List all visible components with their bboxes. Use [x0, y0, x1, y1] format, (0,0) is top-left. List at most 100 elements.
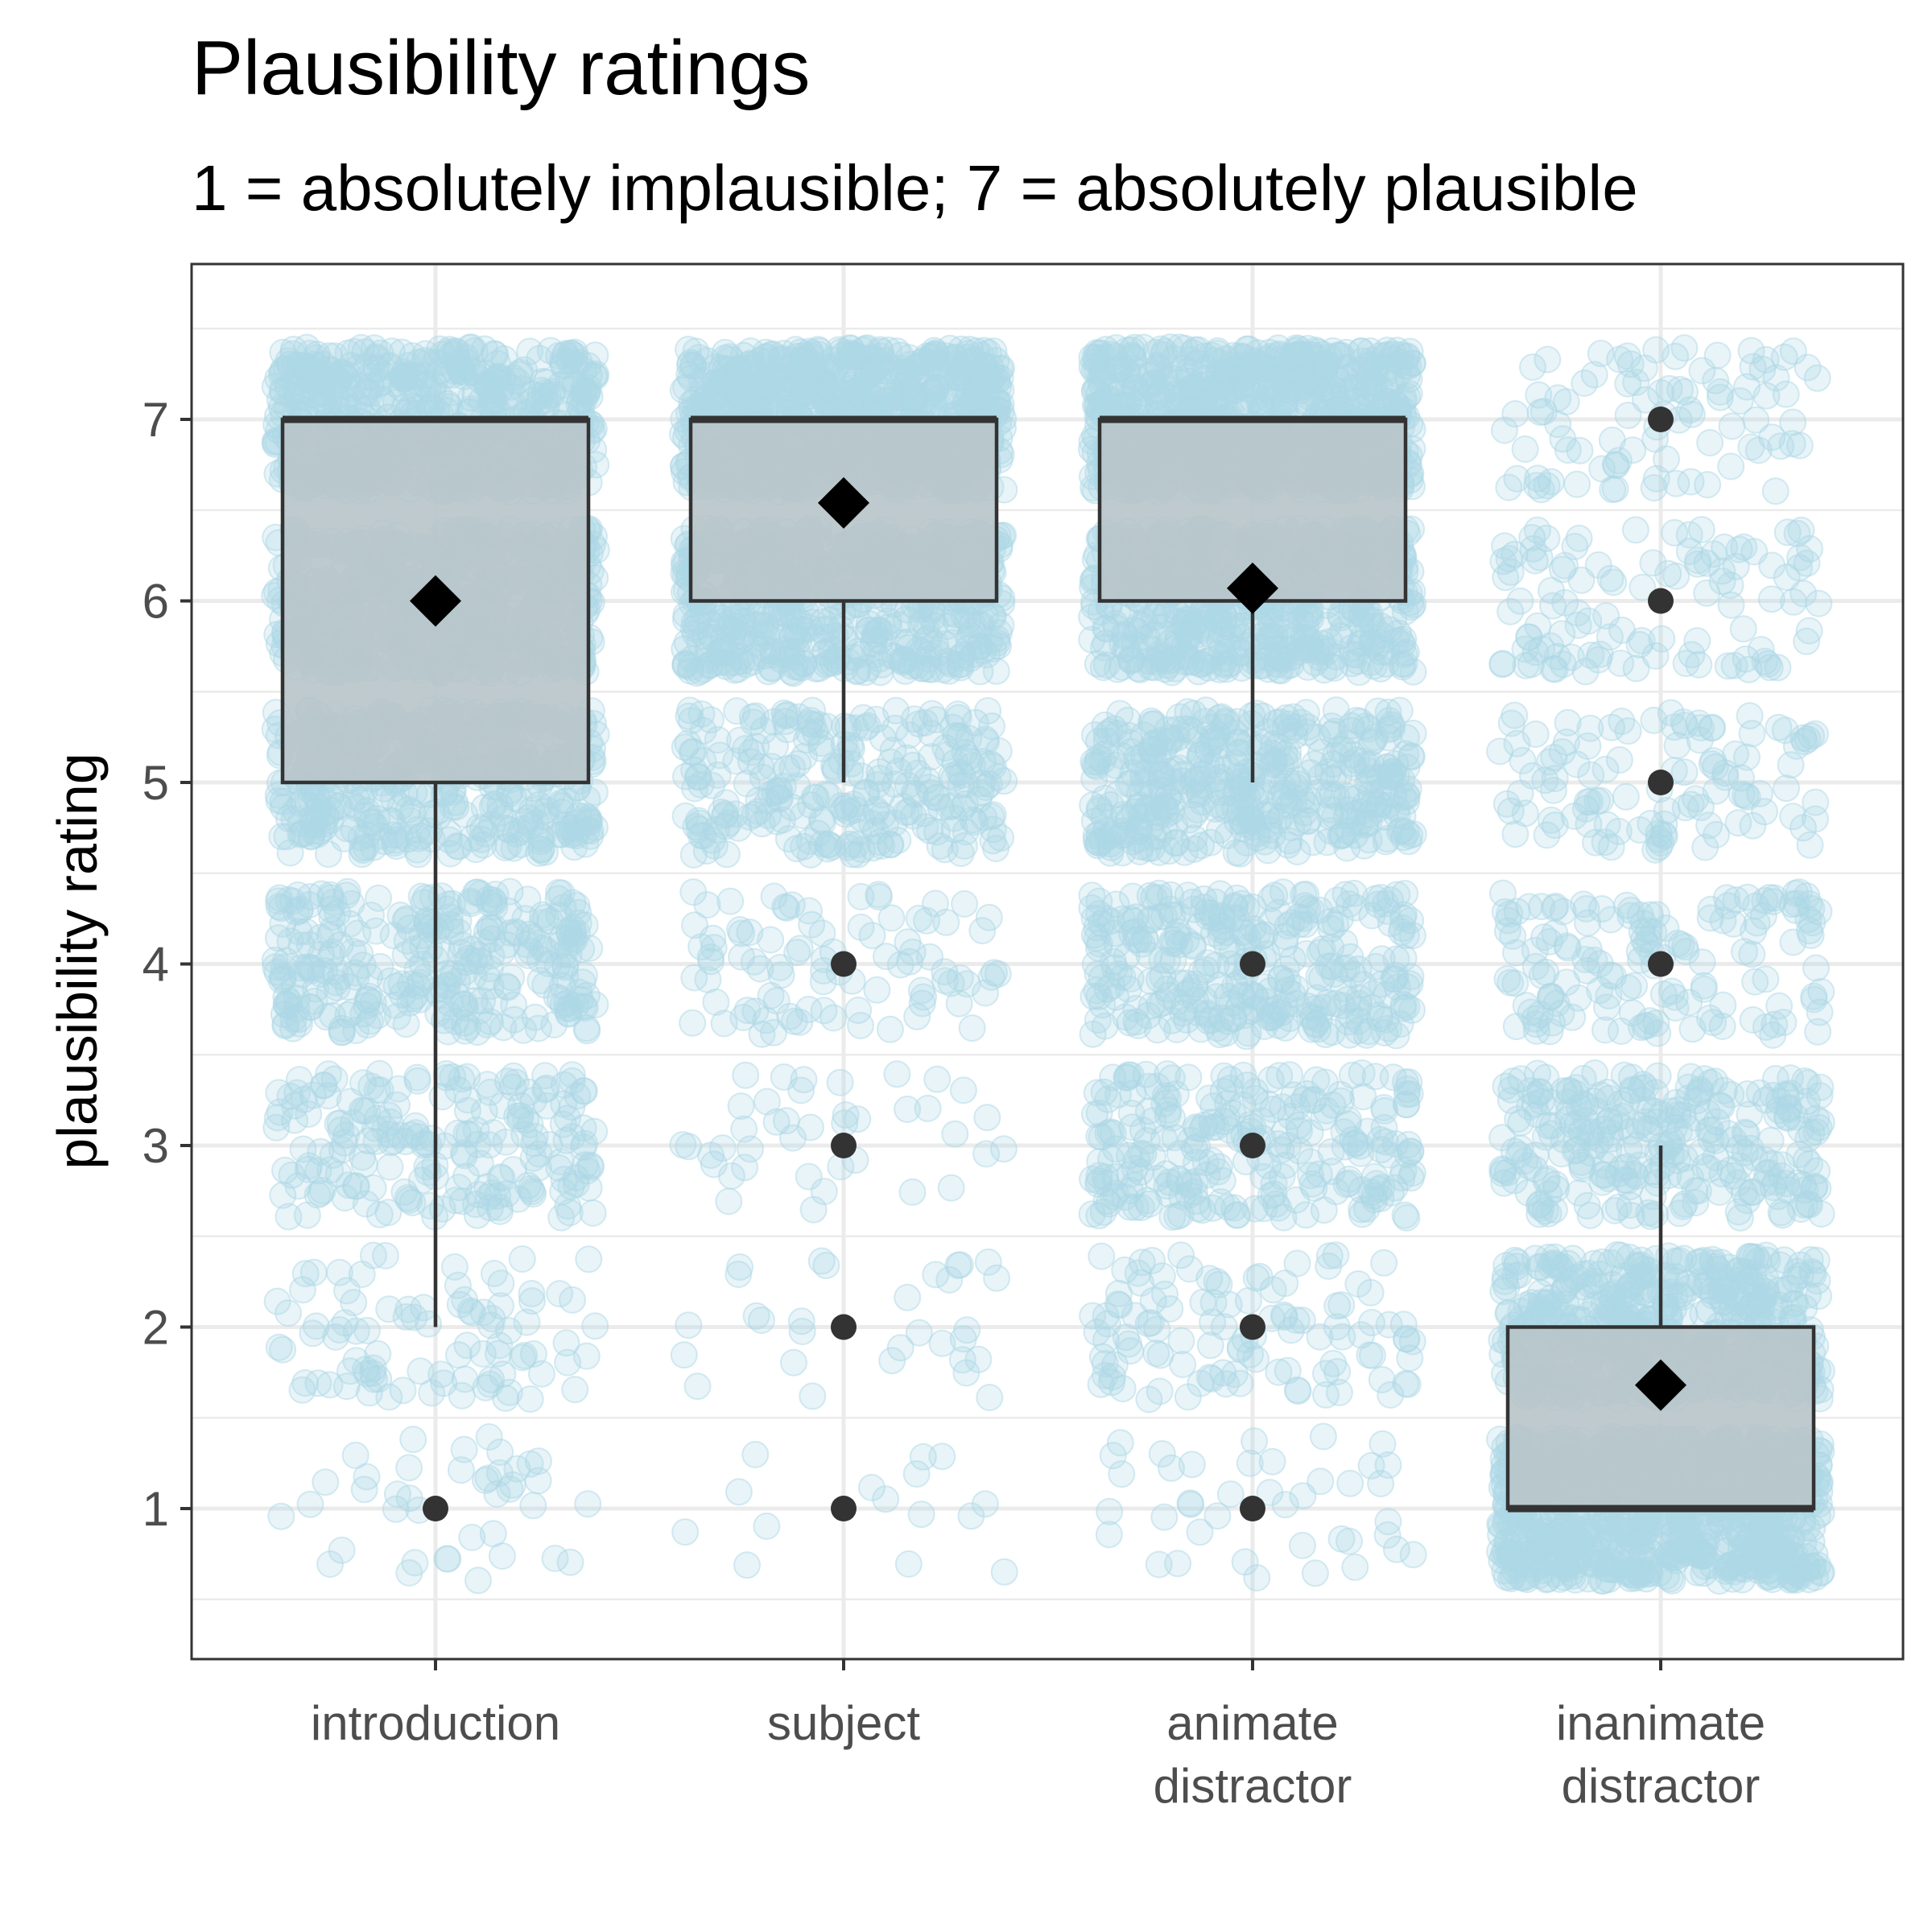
jitter-point: [943, 700, 972, 729]
jitter-point: [365, 1365, 393, 1393]
jitter-point: [376, 967, 404, 995]
jitter-point: [958, 1014, 986, 1042]
jitter-point: [957, 1502, 985, 1530]
jitter-point: [983, 387, 1011, 415]
jitter-point: [1309, 1422, 1337, 1451]
jitter-point: [905, 904, 933, 932]
jitter-point: [670, 1341, 698, 1369]
jitter-point: [1397, 1164, 1425, 1192]
jitter-point: [558, 1061, 586, 1089]
jitter-point: [562, 1170, 590, 1198]
jitter-point: [262, 1113, 291, 1141]
jitter-point: [1257, 1066, 1285, 1094]
jitter-point: [967, 341, 995, 369]
jitter-point: [407, 1357, 435, 1385]
jitter-point: [311, 956, 338, 985]
jitter-point: [1085, 900, 1113, 928]
jitter-point: [976, 627, 1004, 655]
jitter-point: [316, 1550, 345, 1578]
jitter-point: [1200, 766, 1228, 794]
jitter-point: [1146, 1377, 1174, 1406]
jitter-point: [1323, 1358, 1352, 1385]
jitter-point: [275, 1299, 303, 1327]
jitter-point: [764, 392, 792, 420]
jitter-point: [289, 1135, 317, 1163]
jitter-point: [346, 939, 374, 968]
jitter-point: [880, 809, 908, 837]
jitter-point: [1341, 1553, 1369, 1581]
jitter-point: [1099, 1442, 1127, 1470]
jitter-point: [716, 887, 745, 915]
jitter-point: [551, 953, 580, 981]
jitter-point: [839, 840, 867, 869]
chart-title: Plausibility ratings: [192, 25, 811, 111]
jitter-point: [524, 1447, 552, 1476]
jitter-point: [447, 1456, 475, 1484]
jitter-point: [1086, 1147, 1114, 1175]
jitter-point: [1088, 1242, 1116, 1270]
jitter-point: [844, 1105, 872, 1133]
jitter-point: [1196, 1331, 1224, 1360]
jitter-point: [336, 361, 363, 390]
jitter-point: [353, 1463, 381, 1491]
jitter-point: [1142, 1340, 1170, 1367]
jitter-point: [951, 890, 979, 918]
jitter-point: [508, 1245, 536, 1273]
jitter-point: [1323, 886, 1352, 914]
jitter-point: [1332, 1170, 1360, 1199]
jitter-point: [894, 1550, 923, 1578]
jitter-point: [378, 807, 407, 836]
jitter-point: [738, 703, 766, 731]
jitter-point: [436, 840, 464, 868]
jitter-point: [742, 1302, 770, 1330]
jitter-point: [559, 1286, 586, 1314]
jitter-point: [509, 1344, 536, 1372]
jitter-point: [783, 772, 811, 800]
jitter-point: [1312, 1381, 1340, 1409]
jitter-point: [395, 1454, 423, 1482]
jitter-point: [427, 1360, 456, 1389]
jitter-point: [411, 1129, 439, 1157]
jitter-point: [795, 897, 823, 925]
jitter-point: [1296, 1148, 1324, 1176]
jitter-point: [733, 1551, 761, 1579]
jitter-point: [780, 1348, 807, 1377]
jitter-point: [1327, 1087, 1356, 1115]
jitter-point: [314, 1082, 342, 1110]
jitter-point: [396, 989, 424, 1017]
jitter-point: [1095, 1521, 1123, 1549]
jitter-point: [1394, 1130, 1422, 1158]
jitter-point: [486, 1439, 514, 1466]
jitter-point: [1289, 1531, 1316, 1559]
jitter-point: [376, 1153, 404, 1181]
jitter-point: [466, 880, 494, 908]
jitter-point: [826, 1068, 854, 1096]
jitter-point: [375, 1295, 403, 1323]
jitter-point: [901, 355, 929, 383]
jitter-point: [487, 1269, 515, 1298]
jitter-point: [1382, 1535, 1410, 1563]
jitter-point: [1216, 950, 1245, 978]
jitter-point: [503, 1455, 531, 1483]
jitter-point: [914, 1094, 942, 1122]
jitter-point: [328, 1536, 356, 1564]
jitter-point: [1187, 1369, 1215, 1397]
jitter-point: [389, 1377, 417, 1405]
jitter-point: [790, 650, 818, 677]
jitter-point: [949, 1325, 977, 1353]
jitter-point: [502, 819, 530, 848]
jitter-point: [341, 783, 369, 811]
jitter-point: [1092, 816, 1120, 844]
jitter-point: [302, 1312, 330, 1340]
jitter-point: [852, 713, 879, 741]
jitter-point: [1099, 1363, 1127, 1391]
jitter-point: [798, 340, 825, 368]
jitter-point: [726, 1253, 754, 1281]
jitter-point: [736, 803, 764, 831]
jitter-point: [524, 1467, 552, 1495]
jitter-point: [907, 1501, 935, 1529]
jitter-point: [569, 1114, 597, 1142]
jitter-point: [453, 1063, 481, 1091]
jitter-point: [291, 1260, 320, 1288]
jitter-point: [685, 344, 713, 372]
